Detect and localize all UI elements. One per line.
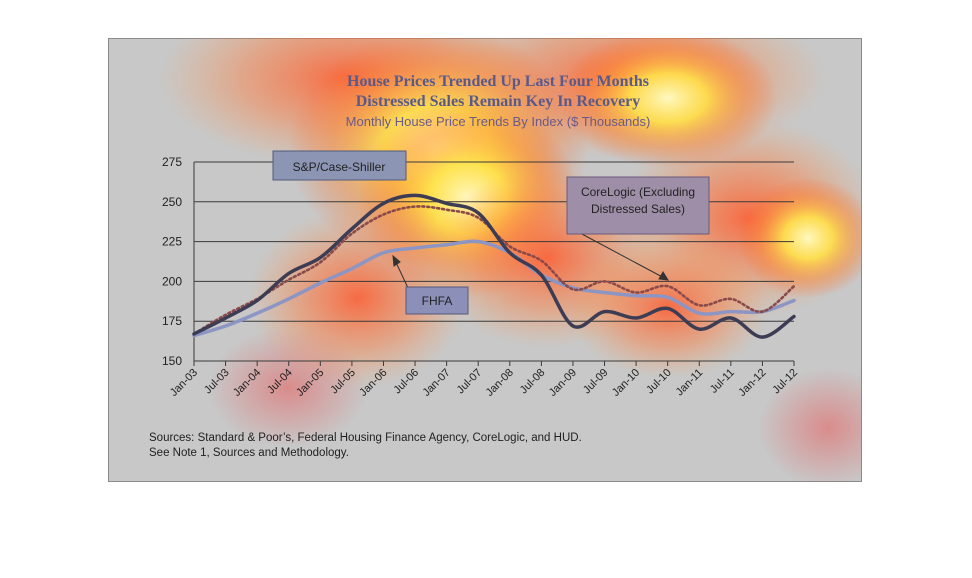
y-tick-label: 275 xyxy=(162,155,182,169)
callout-arrows xyxy=(282,177,669,289)
sources-text: Sources: Standard & Poor’s, Federal Hous… xyxy=(149,432,582,444)
chart-title: House Prices Trended Up Last Four Months xyxy=(347,73,649,90)
legend-case-shiller: S&P/Case-Shiller xyxy=(272,150,407,181)
y-axis: 150 175 200 225 250 275 xyxy=(162,155,182,368)
chart-panel: House Prices Trended Up Last Four Months… xyxy=(108,38,862,482)
y-tick-label: 225 xyxy=(162,235,182,249)
y-tick-label: 200 xyxy=(162,274,182,288)
y-tick-label: 250 xyxy=(162,195,182,209)
legend-label-fhfa: FHFA xyxy=(422,294,453,308)
legend-label-corelogic-line2: Distressed Sales) xyxy=(591,202,685,216)
chart-subtitle-units: Monthly House Price Trends By Index ($ T… xyxy=(346,114,651,129)
series-lines xyxy=(192,193,796,339)
legend-label-case-shiller: S&P/Case-Shiller xyxy=(293,160,386,174)
series-line-dotted xyxy=(192,205,796,336)
methodology-note: See Note 1, Sources and Methodology. xyxy=(149,447,349,459)
series-line-solid-light xyxy=(192,239,796,338)
legend-fhfa: FHFA xyxy=(405,286,469,315)
series-line-solid-dark xyxy=(192,193,796,339)
y-tick-label: 150 xyxy=(162,354,182,368)
legend-label-corelogic-line1: CoreLogic (Excluding xyxy=(581,185,695,199)
chart-subtitle: Distressed Sales Remain Key In Recovery xyxy=(356,93,641,110)
legend-corelogic: CoreLogic (Excluding Distressed Sales) xyxy=(566,176,710,235)
y-tick-label: 175 xyxy=(162,314,182,328)
